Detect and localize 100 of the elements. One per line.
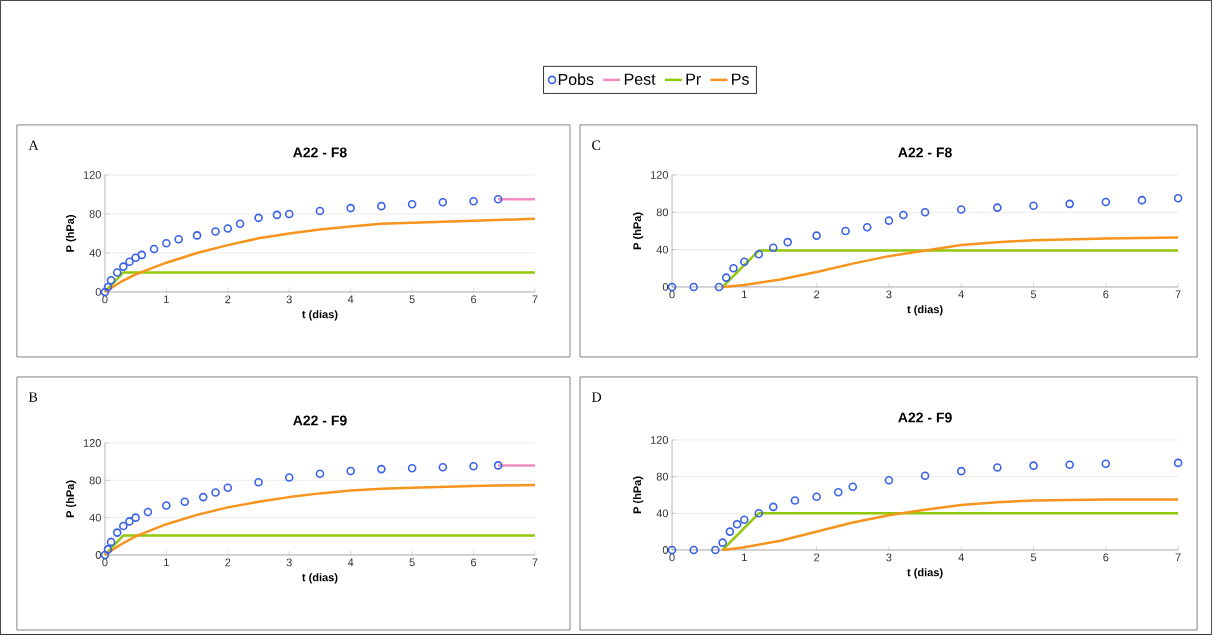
x-tick-label: 2 [814, 553, 820, 562]
x-axis-title: t (dias) [302, 573, 338, 584]
point [211, 227, 220, 236]
y-tick-label: 80 [89, 210, 101, 218]
point [1173, 458, 1183, 468]
x-tick-label: 3 [286, 295, 292, 304]
x-tick-label: 3 [886, 553, 892, 562]
point [768, 243, 778, 253]
point [790, 496, 800, 505]
point [119, 521, 128, 531]
y-tick-label: 40 [656, 245, 669, 254]
point [711, 545, 720, 555]
point [346, 203, 355, 213]
x-tick-label: 4 [958, 553, 964, 562]
point [812, 492, 821, 502]
point [862, 222, 872, 232]
point [377, 464, 386, 474]
x-tick-label: 6 [471, 558, 477, 567]
point [180, 497, 190, 507]
point [377, 201, 386, 211]
point [740, 257, 749, 267]
x-tick-label: 7 [532, 558, 538, 567]
x-tick-label: 0 [102, 295, 108, 304]
point [834, 487, 843, 497]
y-axis-title: P (hPa) [65, 480, 77, 518]
point [192, 231, 202, 240]
point [272, 210, 282, 220]
legend-label: Pr [686, 73, 701, 85]
point [254, 477, 263, 487]
y-axis-title: P (hPa) [633, 212, 644, 250]
text: B [28, 392, 38, 402]
point [438, 462, 448, 472]
point [137, 250, 147, 260]
x-tick-label: 5 [409, 295, 415, 304]
point [848, 482, 858, 492]
point [346, 466, 355, 476]
point [106, 537, 116, 547]
point [131, 253, 140, 263]
legend-label: Pobs [558, 73, 594, 86]
y-tick-label: 40 [89, 249, 101, 257]
chart-title: A22 - F9 [898, 412, 952, 423]
x-axis-title: t (dias) [907, 568, 943, 579]
point [315, 206, 325, 216]
y-axis-title: P (hPa) [633, 476, 644, 514]
chart-title: A22 - F8 [898, 147, 952, 158]
point [106, 275, 116, 285]
point [732, 520, 742, 529]
point [718, 538, 727, 547]
point [768, 502, 778, 512]
x-tick-label: 1 [164, 295, 169, 304]
x-tick-label: 0 [669, 553, 675, 562]
point [103, 545, 113, 554]
point [1065, 199, 1074, 209]
point [407, 463, 417, 473]
point [315, 469, 325, 479]
x-tick-label: 4 [347, 558, 354, 567]
y-tick-label: 40 [89, 513, 101, 522]
x-tick-label: 0 [102, 558, 108, 567]
point [689, 545, 699, 555]
point [841, 226, 850, 236]
point [956, 466, 966, 476]
point [1137, 195, 1147, 205]
y-tick-label: 120 [650, 436, 669, 444]
point [198, 492, 208, 502]
point [993, 203, 1002, 212]
point [438, 197, 448, 207]
y-tick-label: 80 [89, 476, 101, 485]
point [754, 509, 764, 518]
point [812, 231, 821, 240]
point [125, 517, 134, 526]
x-tick-label: 1 [164, 558, 169, 567]
y-axis-title: P (hPa) [65, 215, 77, 252]
y-tick-label: 40 [656, 509, 669, 518]
x-tick-label: 4 [958, 290, 964, 299]
point [223, 224, 233, 233]
point [1101, 197, 1111, 207]
point [469, 462, 478, 471]
x-tick-label: 6 [471, 295, 477, 304]
y-tick-label: 0 [662, 546, 669, 554]
chart-title: A22 - F8 [293, 147, 347, 158]
x-axis-title: t (dias) [302, 310, 338, 321]
point [725, 527, 735, 536]
x-tick-label: 2 [814, 290, 820, 299]
point [1029, 461, 1038, 470]
point [1029, 201, 1038, 211]
x-axis-title: t (dias) [907, 305, 943, 316]
point [284, 209, 294, 219]
x-tick-label: 5 [409, 558, 415, 567]
point [162, 238, 171, 248]
x-tick-label: 6 [1103, 553, 1109, 562]
point [920, 208, 930, 217]
point [740, 515, 749, 525]
legend-label: Pest [624, 73, 656, 85]
x-tick-label: 6 [1103, 290, 1109, 299]
point [884, 476, 894, 485]
point [920, 471, 930, 481]
point [884, 216, 894, 226]
x-tick-label: 3 [286, 558, 292, 567]
x-tick-label: 3 [886, 290, 892, 299]
point [721, 273, 731, 282]
